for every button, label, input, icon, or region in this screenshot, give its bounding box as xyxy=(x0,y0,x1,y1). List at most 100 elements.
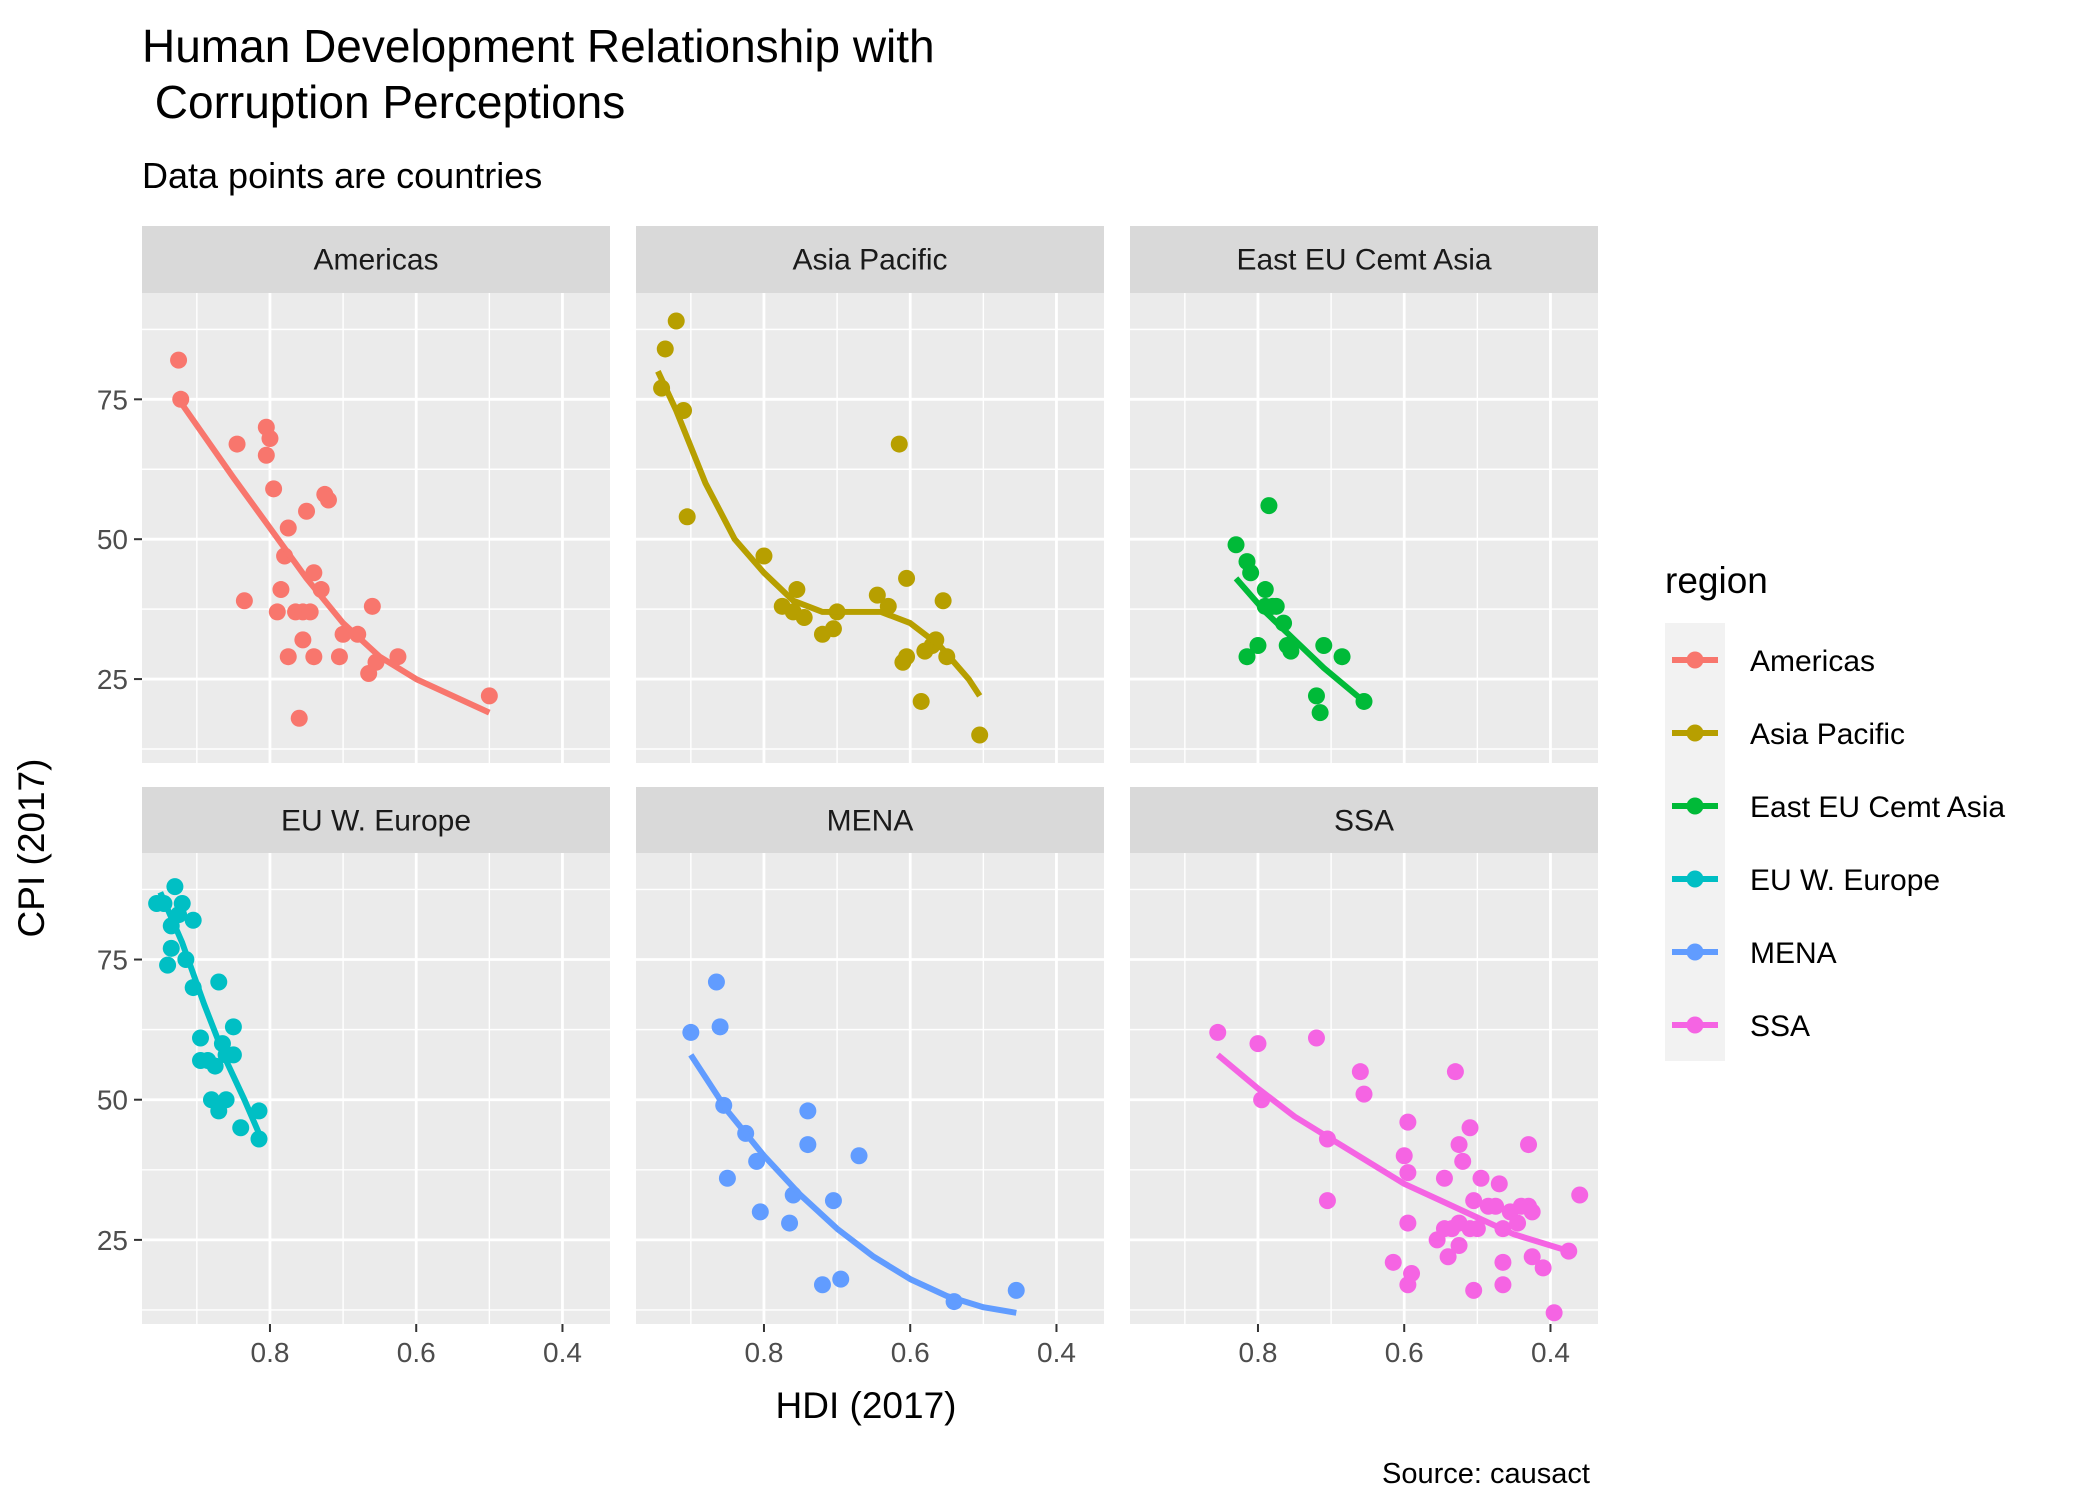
data-point xyxy=(261,429,279,447)
data-point xyxy=(799,1102,817,1120)
facet-strip-label: Asia Pacific xyxy=(792,244,947,277)
data-point xyxy=(1509,1214,1527,1232)
data-point xyxy=(1571,1186,1589,1204)
data-point xyxy=(1450,1237,1468,1254)
data-point xyxy=(678,508,696,526)
y-tick-label: 75 xyxy=(97,384,128,415)
legend-label: SSA xyxy=(1750,1010,1810,1043)
data-point xyxy=(1490,1175,1508,1193)
data-point xyxy=(162,939,180,957)
trend-line xyxy=(176,397,491,716)
x-tick-label: 0.6 xyxy=(891,1337,930,1368)
legend-label: East EU Cemt Asia xyxy=(1750,791,2005,824)
facet-strip xyxy=(636,226,1104,293)
data-point xyxy=(1267,597,1285,615)
legend-item: East EU Cemt Asia xyxy=(1672,791,2005,824)
data-point xyxy=(1209,1023,1227,1041)
data-point xyxy=(707,973,725,991)
data-point xyxy=(1461,1119,1479,1137)
data-point xyxy=(1282,642,1300,660)
facet-strip-label: SSA xyxy=(1334,805,1394,838)
legend-title: region xyxy=(1665,560,1768,601)
data-point xyxy=(1307,687,1325,705)
trend-line xyxy=(688,1053,1017,1316)
facet-strip-label: MENA xyxy=(827,805,914,838)
legend-key-point xyxy=(1686,943,1704,961)
data-point xyxy=(1435,1169,1453,1187)
data-point xyxy=(1395,1147,1413,1165)
legend-key-point xyxy=(1686,724,1704,742)
legend-key-point xyxy=(1686,1016,1704,1034)
legend-label: Americas xyxy=(1750,645,1875,678)
legend-item: MENA xyxy=(1672,937,1837,970)
data-point xyxy=(389,648,407,666)
x-tick-label: 0.4 xyxy=(543,1337,582,1368)
data-point xyxy=(1238,648,1256,666)
facet-panel: SSA 0.8 0.6 0.4 xyxy=(1130,787,1598,1368)
data-point xyxy=(1399,1113,1417,1131)
data-point xyxy=(305,648,323,666)
facet-panel: East EU Cemt Asia xyxy=(1130,226,1598,763)
legend-key-point xyxy=(1686,651,1704,669)
legend-key-point xyxy=(1686,797,1704,815)
data-point xyxy=(1494,1276,1512,1294)
data-point xyxy=(824,1192,842,1210)
data-point xyxy=(788,581,806,599)
data-point xyxy=(1465,1192,1483,1210)
facet-strip-label: Americas xyxy=(313,244,438,277)
legend-item: Americas xyxy=(1672,645,1875,678)
legend-label: EU W. Europe xyxy=(1750,864,1940,897)
panel-background xyxy=(636,293,1104,763)
data-point xyxy=(290,709,308,727)
data-point xyxy=(813,1276,831,1294)
legend-item: EU W. Europe xyxy=(1672,864,1940,897)
data-point xyxy=(1520,1136,1538,1154)
facet-strip-label: EU W. Europe xyxy=(281,805,471,838)
data-point xyxy=(298,502,316,520)
data-point xyxy=(192,1029,209,1047)
data-point xyxy=(1545,1304,1563,1322)
data-point xyxy=(1454,1152,1472,1170)
chart-title-line2: Corruption Perceptions xyxy=(142,76,625,128)
data-point xyxy=(1523,1203,1541,1221)
data-point xyxy=(1315,637,1333,654)
y-axis-title: CPI (2017) xyxy=(11,759,52,938)
data-point xyxy=(1403,1265,1421,1283)
data-point xyxy=(711,1018,729,1036)
chart-caption: Source: causact xyxy=(1382,1458,1590,1490)
y-tick-label: 50 xyxy=(97,524,128,555)
data-point xyxy=(173,894,191,912)
data-point xyxy=(480,687,498,705)
facet-strip xyxy=(142,787,610,854)
legend-item: SSA xyxy=(1672,1010,1810,1043)
data-point xyxy=(294,631,312,649)
data-point xyxy=(206,1057,224,1075)
legend: region Americas Asia Pacific East EU Cemt … xyxy=(1665,560,2005,1061)
y-tick-label: 50 xyxy=(97,1085,128,1116)
data-point xyxy=(1465,1281,1483,1299)
panel-background xyxy=(1130,293,1598,763)
data-point xyxy=(795,609,813,627)
data-point xyxy=(166,878,184,896)
legend-label: MENA xyxy=(1750,937,1837,970)
data-point xyxy=(1311,704,1329,722)
data-point xyxy=(1399,1164,1417,1182)
data-point xyxy=(1472,1169,1490,1187)
data-point xyxy=(971,726,989,744)
data-point xyxy=(1333,648,1351,666)
data-point xyxy=(1227,536,1245,554)
data-point xyxy=(1260,497,1278,515)
data-point xyxy=(748,1152,766,1170)
data-point xyxy=(268,603,286,621)
data-point xyxy=(912,692,930,710)
chart-title-line1: Human Development Relationship with xyxy=(142,20,935,72)
data-point xyxy=(1468,1220,1486,1238)
data-point xyxy=(1249,1035,1267,1053)
data-point xyxy=(781,1214,799,1232)
data-point xyxy=(363,597,381,615)
x-tick-label: 0.4 xyxy=(1037,1337,1076,1368)
data-point xyxy=(184,911,202,929)
trend-line xyxy=(1233,576,1366,704)
data-point xyxy=(1384,1253,1402,1271)
